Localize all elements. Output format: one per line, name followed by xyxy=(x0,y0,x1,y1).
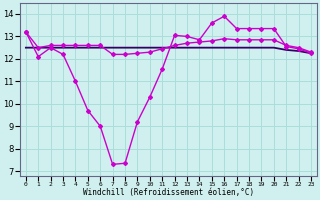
X-axis label: Windchill (Refroidissement éolien,°C): Windchill (Refroidissement éolien,°C) xyxy=(83,188,254,197)
